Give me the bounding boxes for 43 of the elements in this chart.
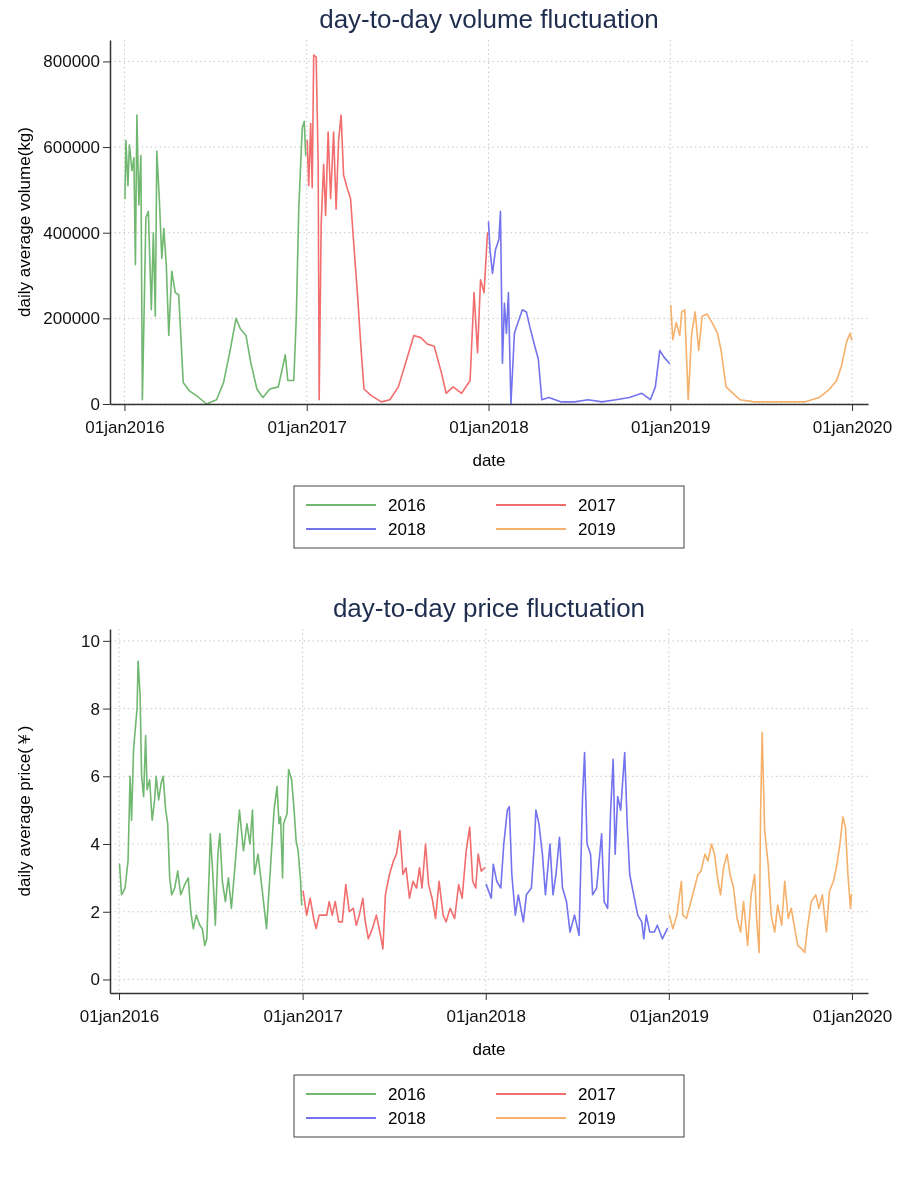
x-tick-label: 01jan2018: [449, 417, 529, 437]
x-tick-label: 01jan2018: [446, 1006, 526, 1026]
line-series: [306, 54, 489, 403]
y-axis-title: daily average volume(kg): [15, 127, 34, 317]
y-tick-label: 8: [90, 699, 100, 719]
legend-label: 2016: [388, 496, 426, 515]
y-tick-label: 600000: [43, 138, 100, 157]
x-tick-label: 01jan2019: [629, 1006, 710, 1026]
chart-title: day-to-day volume fluctuation: [319, 4, 659, 34]
x-axis-title: date: [472, 1040, 506, 1059]
y-tick-label: 200000: [43, 309, 100, 329]
y-tick-label: 10: [81, 631, 100, 651]
x-axis-title: date: [472, 451, 506, 470]
line-series: [668, 731, 853, 954]
x-tick-label: 01jan2020: [812, 417, 893, 437]
y-tick-label: 0: [90, 394, 100, 414]
x-tick-label: 01jan2016: [79, 1006, 160, 1026]
x-tick-label: 01jan2019: [631, 417, 711, 437]
y-tick-label: 400000: [43, 223, 100, 243]
line-series: [118, 660, 303, 947]
x-tick-label: 01jan2016: [85, 417, 165, 437]
line-series: [124, 114, 307, 405]
x-tick-label: 01jan2017: [267, 417, 347, 437]
x-tick-label: 01jan2017: [263, 1006, 343, 1026]
line-series: [487, 210, 671, 405]
y-tick-label: 4: [90, 834, 100, 854]
legend-label: 2018: [388, 520, 426, 539]
legend-label: 2018: [388, 1109, 426, 1128]
legend-label: 2017: [578, 1085, 616, 1104]
line-series: [669, 304, 853, 403]
legend-label: 2019: [578, 1109, 616, 1128]
y-axis-title: daily average price(￥): [15, 725, 34, 897]
legend-label: 2019: [578, 520, 616, 539]
x-tick-label: 01jan2020: [812, 1006, 893, 1026]
chart-title: day-to-day price fluctuation: [332, 593, 646, 623]
legend-label: 2016: [388, 1085, 426, 1104]
y-tick-label: 6: [90, 767, 100, 787]
y-tick-label: 0: [90, 970, 100, 990]
y-tick-label: 800000: [43, 52, 100, 72]
line-series: [302, 826, 486, 950]
legend-label: 2017: [578, 496, 616, 515]
line-series: [485, 751, 669, 940]
y-tick-label: 2: [90, 902, 100, 922]
